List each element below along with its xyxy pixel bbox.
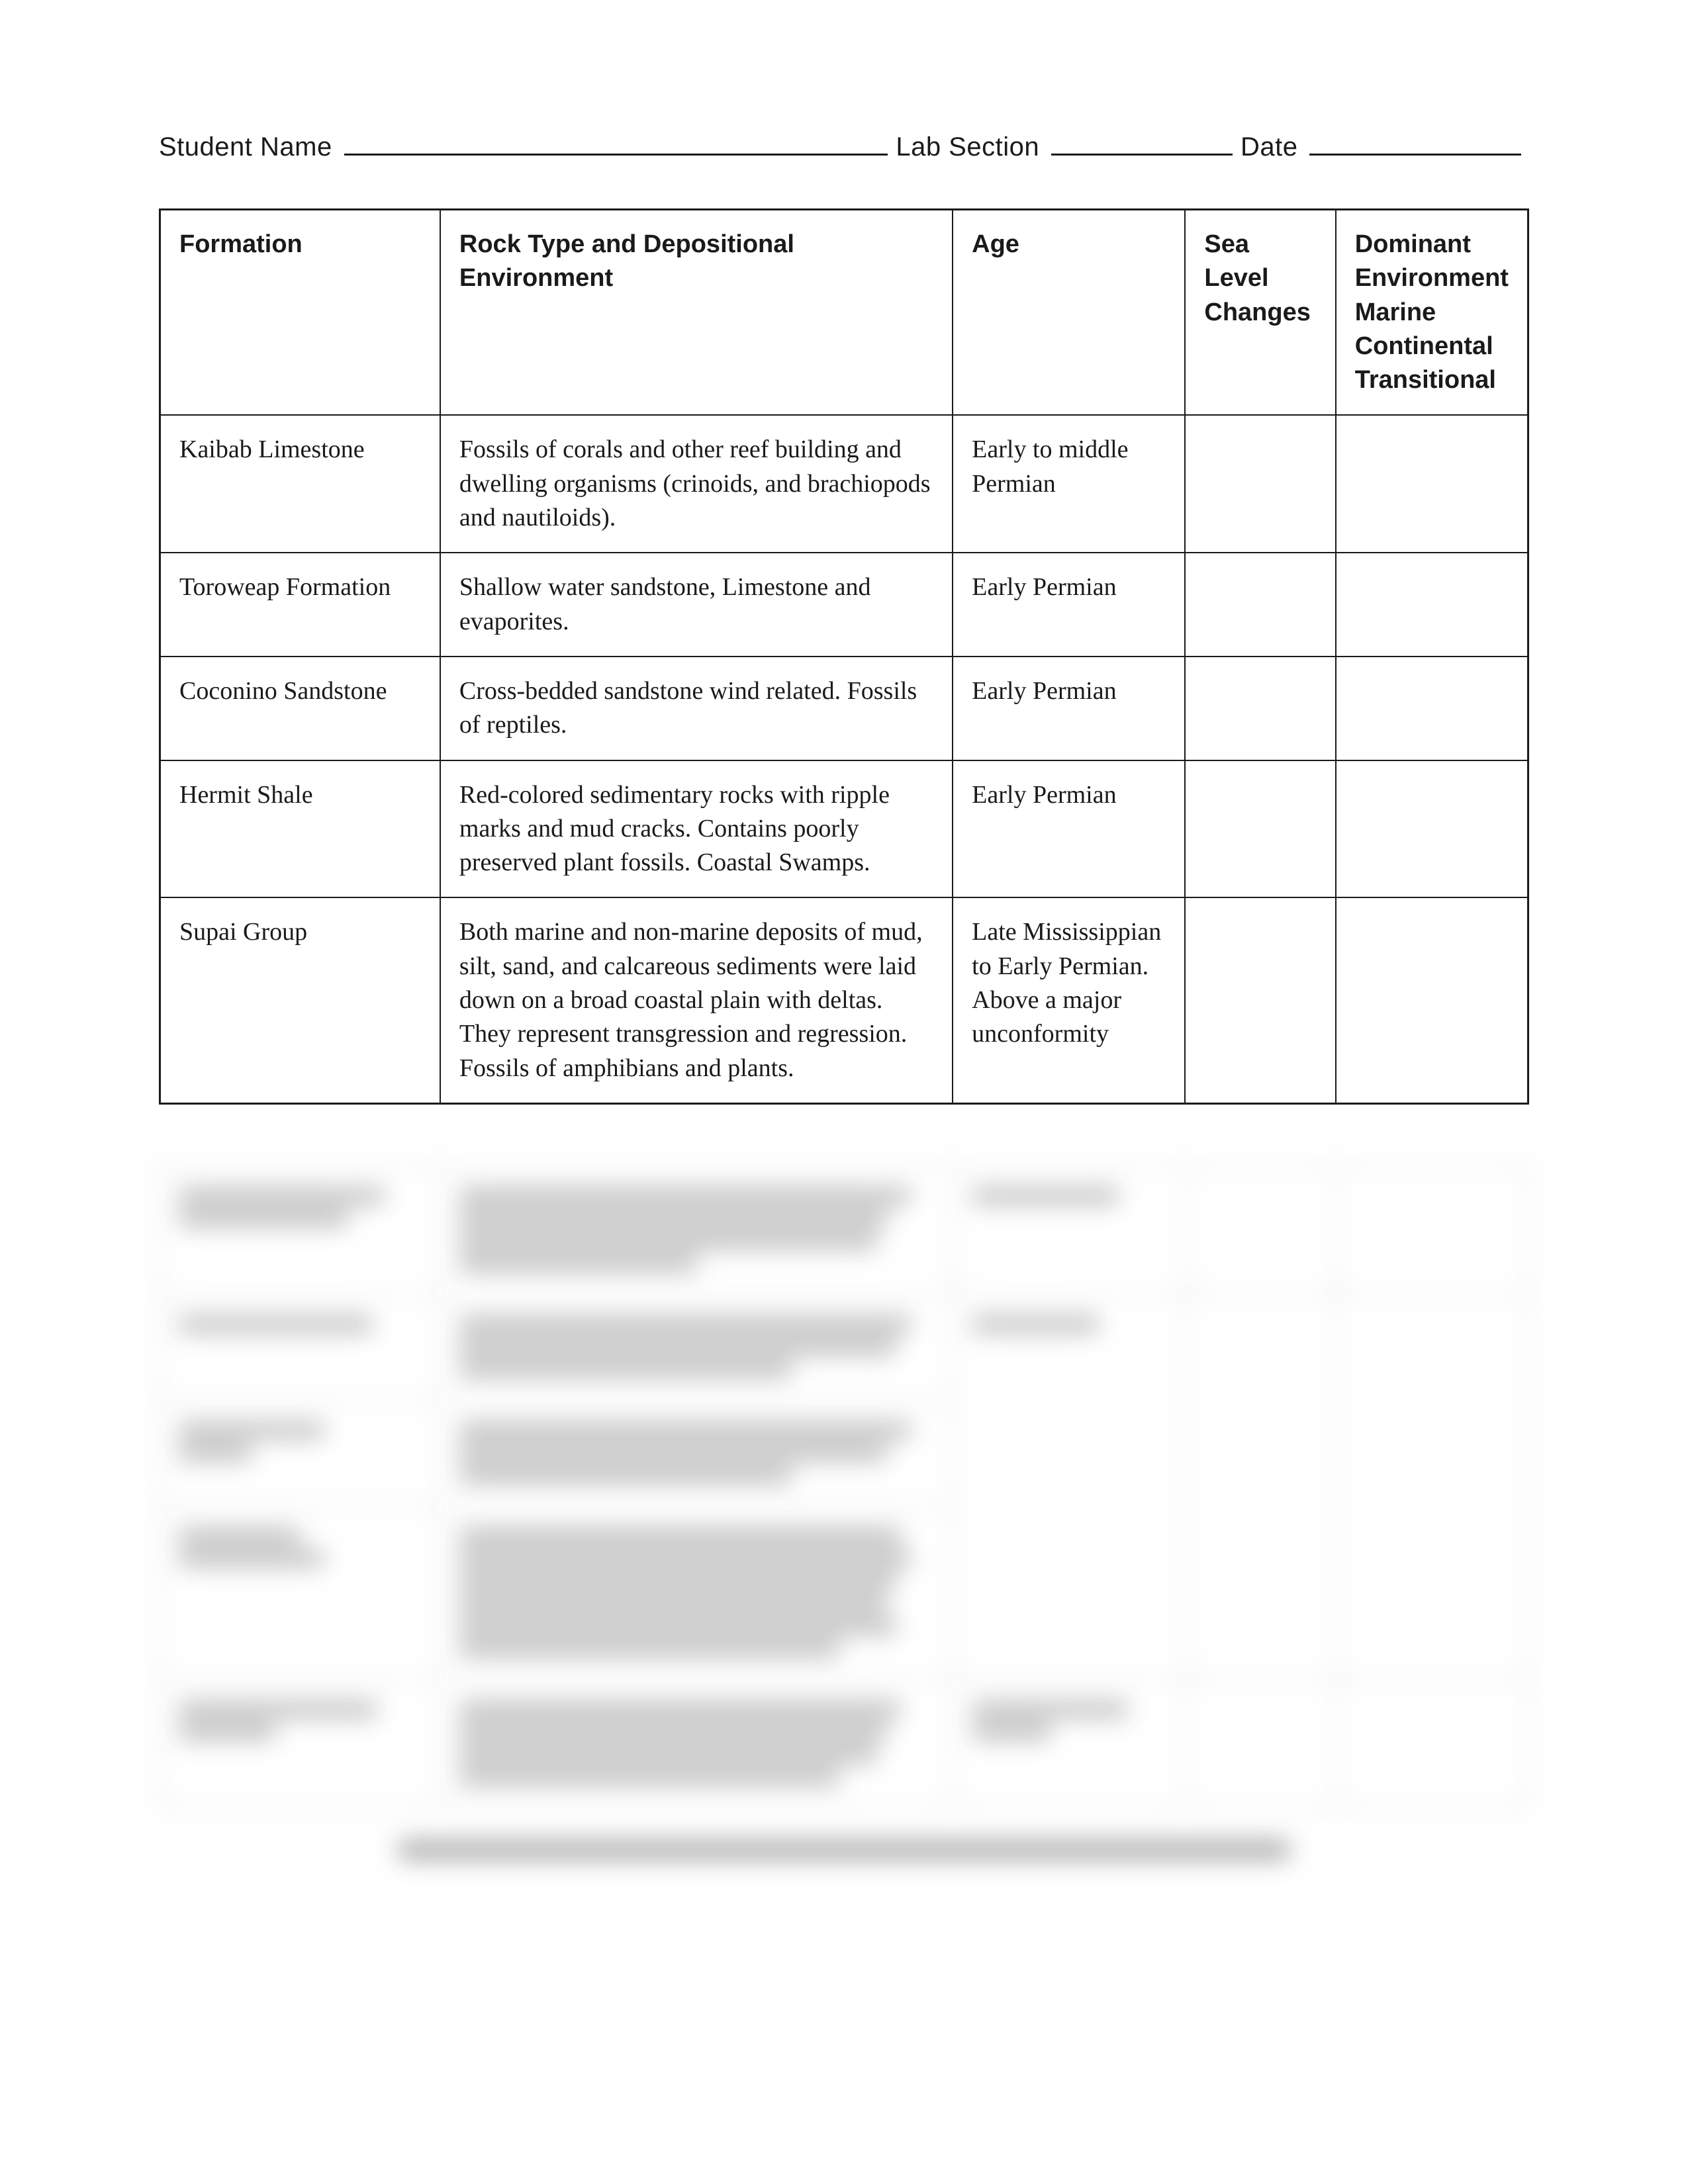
table-row: Hermit Shale Red-colored sedimentary roc… [160, 760, 1528, 898]
cell-sea-level[interactable] [1185, 657, 1335, 760]
cell-age: Early Permian [953, 760, 1185, 898]
cell-rock-type: Cross-bedded sandstone wind related. Fos… [440, 657, 953, 760]
cell-sea-level[interactable] [1185, 415, 1335, 553]
cell-rock-type: Shallow water sandstone, Limestone and e… [440, 553, 953, 657]
lab-section-field-line[interactable] [1051, 154, 1233, 156]
cell-sea-level[interactable] [1185, 760, 1335, 898]
cell-environment[interactable] [1336, 415, 1528, 553]
date-field-line[interactable] [1309, 154, 1521, 156]
cell-environment[interactable] [1336, 897, 1528, 1103]
col-rock-type: Rock Type and Depositional Environment [440, 210, 953, 416]
lab-section-label: Lab Section [896, 132, 1039, 162]
cell-age: Early Permian [953, 553, 1185, 657]
col-environment: Dominant Environment Marine Continental … [1336, 210, 1528, 416]
table-row: Supai Group Both marine and non-marine d… [160, 897, 1528, 1103]
student-name-label: Student Name [159, 132, 332, 162]
cell-age: Early Permian [953, 657, 1185, 760]
worksheet-header: Student Name Lab Section Date [159, 132, 1529, 162]
cell-environment[interactable] [1336, 553, 1528, 657]
cell-environment[interactable] [1336, 657, 1528, 760]
table-row: Toroweap Formation Shallow water sandsto… [160, 553, 1528, 657]
cell-formation: Toroweap Formation [160, 553, 440, 657]
cell-age: Early to middle Permian [953, 415, 1185, 553]
cell-rock-type: Both marine and non-marine deposits of m… [440, 897, 953, 1103]
cell-sea-level[interactable] [1185, 553, 1335, 657]
table-row: Coconino Sandstone Cross-bedded sandston… [160, 657, 1528, 760]
cell-rock-type: Red-colored sedimentary rocks with rippl… [440, 760, 953, 898]
cell-formation: Kaibab Limestone [160, 415, 440, 553]
col-formation: Formation [160, 210, 440, 416]
cell-formation: Hermit Shale [160, 760, 440, 898]
cell-age: Late Mississippian to Early Permian. Abo… [953, 897, 1185, 1103]
blurred-preview-region [0, 1165, 1688, 2124]
table-header-row: Formation Rock Type and Depositional Env… [160, 210, 1528, 416]
cell-formation: Coconino Sandstone [160, 657, 440, 760]
table-row: Kaibab Limestone Fossils of corals and o… [160, 415, 1528, 553]
cell-formation: Supai Group [160, 897, 440, 1103]
cell-sea-level[interactable] [1185, 897, 1335, 1103]
date-label: Date [1241, 132, 1298, 162]
formations-table: Formation Rock Type and Depositional Env… [159, 208, 1529, 1105]
cell-rock-type: Fossils of corals and other reef buildin… [440, 415, 953, 553]
col-age: Age [953, 210, 1185, 416]
student-name-field-line[interactable] [344, 154, 888, 156]
col-sea-level: Sea Level Changes [1185, 210, 1335, 416]
cell-environment[interactable] [1336, 760, 1528, 898]
